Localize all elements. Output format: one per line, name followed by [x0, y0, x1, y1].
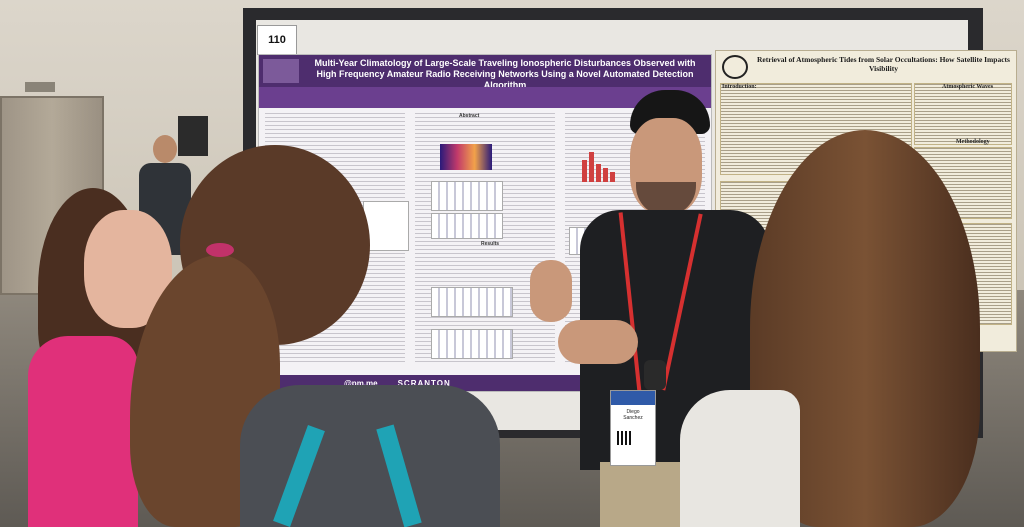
attendee-ponytail [110, 145, 500, 527]
pink-shirt [28, 336, 138, 527]
poster-right-waves-box [914, 83, 1012, 145]
poster-figure-timeseries [431, 181, 503, 211]
abstract-heading: Abstract [459, 113, 480, 119]
results-heading: Results [481, 241, 500, 247]
name-badge: Diego Sanchez [610, 390, 656, 466]
antenna-logo-icon [263, 59, 299, 83]
poster-authors-band [259, 87, 711, 108]
qr-code-icon [617, 431, 631, 445]
wall-sign [178, 116, 208, 156]
hair-tie-icon [206, 243, 234, 257]
poster-heatmap-figure [440, 144, 492, 170]
presenter: Diego Sanchez [530, 90, 770, 527]
poster-figure-timeseries [431, 287, 513, 317]
poster-bar-figure [580, 150, 616, 182]
presenter-hand [558, 320, 638, 364]
poster-right-title: Retrieval of Atmospheric Tides from Sola… [757, 55, 1010, 73]
poster-email: @pm.me [344, 378, 378, 388]
poster-figure-timeseries [431, 329, 513, 359]
badge-first-name: Diego [626, 409, 640, 415]
poster-figure-timeseries [431, 213, 503, 239]
poster-header: Multi-Year Climatology of Large-Scale Tr… [259, 55, 711, 108]
attendee-pink-shirt [28, 188, 188, 527]
university-seal-icon [722, 55, 748, 79]
poster-title: Multi-Year Climatology of Large-Scale Tr… [314, 58, 696, 90]
wristwatch-icon [644, 360, 666, 390]
board-number-label: 110 [257, 25, 297, 55]
elevator-sign [25, 82, 55, 92]
badge-last-name: Sanchez [623, 415, 643, 421]
poster-figure-map [363, 201, 409, 251]
university-logo: SCRANTON [397, 378, 451, 388]
presenter-hand [530, 260, 572, 322]
badge-header [611, 391, 655, 405]
attendee-long-hair [680, 130, 1024, 527]
methodology-heading: Methodology [956, 139, 990, 145]
white-shirt [680, 390, 800, 527]
atmospheric-waves-heading: Atmospheric Waves [942, 84, 994, 90]
introduction-heading: Introduction: [722, 84, 757, 90]
